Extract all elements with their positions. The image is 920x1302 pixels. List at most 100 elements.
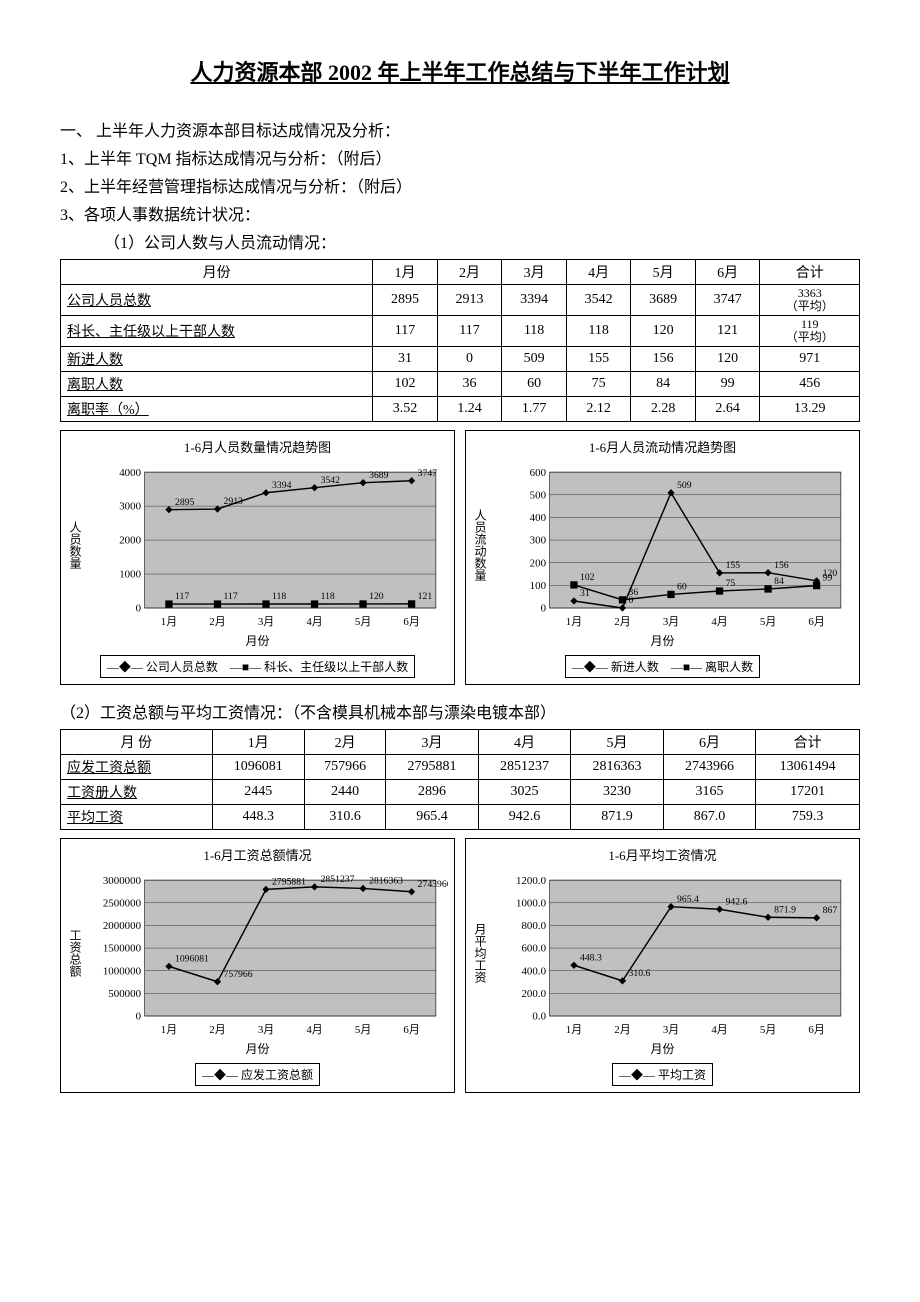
- y-axis-label: 工资总额: [67, 929, 84, 977]
- svg-text:0: 0: [136, 1011, 142, 1023]
- section-1-1: 1、上半年 TQM 指标达成情况与分析：（附后）: [60, 145, 860, 169]
- svg-text:118: 118: [321, 592, 335, 603]
- section-1: 一、 上半年人力资源本部目标达成情况及分析：: [60, 117, 860, 141]
- chart-title: 1-6月平均工资情况: [472, 845, 853, 864]
- svg-text:200.0: 200.0: [521, 988, 546, 1000]
- table-header-cell: 4月: [566, 259, 631, 284]
- svg-text:6月: 6月: [403, 1024, 419, 1036]
- svg-text:118: 118: [272, 592, 286, 603]
- chart-legend: —◆— 新进人数 —■— 离职人数: [565, 655, 760, 678]
- salary-total-chart: 1-6月工资总额情况工资总额05000001000000150000020000…: [60, 838, 455, 1093]
- svg-text:867: 867: [823, 905, 838, 916]
- svg-text:3月: 3月: [258, 616, 274, 628]
- svg-text:100: 100: [530, 580, 547, 592]
- chart-legend: —◆— 平均工资: [612, 1063, 713, 1086]
- svg-text:4月: 4月: [711, 1024, 727, 1036]
- svg-text:3月: 3月: [663, 1024, 679, 1036]
- page-title: 人力资源本部 2002 年上半年工作总结与下半年工作计划: [60, 55, 860, 87]
- svg-text:6月: 6月: [808, 1024, 824, 1036]
- svg-text:75: 75: [726, 579, 736, 590]
- svg-text:3747: 3747: [418, 468, 438, 479]
- svg-text:1000: 1000: [119, 569, 141, 581]
- svg-text:2816363: 2816363: [369, 876, 403, 887]
- svg-text:2895: 2895: [175, 497, 195, 508]
- table-header-cell: 月份: [61, 259, 373, 284]
- svg-text:120: 120: [369, 592, 384, 603]
- y-axis-label: 人员数量: [67, 521, 84, 569]
- headcount-trend-chart: 1-6月人员数量情况趋势图人员数量010002000300040001月2月3月…: [60, 430, 455, 685]
- svg-text:2851237: 2851237: [321, 874, 355, 885]
- svg-text:1500000: 1500000: [103, 943, 142, 955]
- svg-text:800.0: 800.0: [521, 920, 546, 932]
- svg-text:156: 156: [774, 560, 789, 571]
- svg-text:400.0: 400.0: [521, 966, 546, 978]
- chart-svg: 0500000100000015000002000000250000030000…: [84, 868, 448, 1038]
- table-header-cell: 2月: [437, 259, 502, 284]
- svg-text:2月: 2月: [209, 616, 225, 628]
- svg-text:400: 400: [530, 513, 547, 525]
- svg-text:117: 117: [224, 592, 238, 603]
- table-row: 平均工资448.3310.6965.4942.6871.9867.0759.3: [61, 805, 860, 830]
- svg-text:509: 509: [677, 480, 692, 491]
- y-axis-label: 月平均工资: [472, 923, 489, 983]
- svg-text:1000.0: 1000.0: [516, 898, 547, 910]
- headcount-table: 月份1月2月3月4月5月6月合计公司人员总数289529133394354236…: [60, 259, 860, 423]
- svg-text:99: 99: [823, 573, 833, 584]
- x-axis-label: 月份: [67, 1040, 448, 1057]
- table-row: 应发工资总额1096081757966279588128512372816363…: [61, 755, 860, 780]
- svg-text:310.6: 310.6: [629, 968, 651, 979]
- svg-text:36: 36: [629, 587, 639, 598]
- section-1-3-1: （1）公司人数与人员流动情况：: [104, 229, 860, 253]
- svg-text:871.9: 871.9: [774, 905, 796, 916]
- table-header-cell: 5月: [571, 730, 663, 755]
- x-axis-label: 月份: [67, 632, 448, 649]
- table-row: 工资册人数24452440289630253230316517201: [61, 780, 860, 805]
- section-1-3-2: （2）工资总额与平均工资情况：（不含模具机械本部与漂染电镀本部）: [60, 699, 860, 723]
- svg-text:1月: 1月: [566, 616, 582, 628]
- chart-svg: 010002000300040001月2月3月4月5月6月28952913339…: [84, 460, 448, 630]
- svg-text:2月: 2月: [614, 1024, 630, 1036]
- svg-text:942.6: 942.6: [726, 897, 748, 908]
- svg-text:1200.0: 1200.0: [516, 875, 547, 887]
- table-header-cell: 合计: [756, 730, 860, 755]
- svg-text:102: 102: [580, 573, 595, 584]
- svg-text:300: 300: [530, 535, 547, 547]
- svg-text:4月: 4月: [711, 616, 727, 628]
- svg-text:965.4: 965.4: [677, 894, 699, 905]
- svg-text:2月: 2月: [614, 616, 630, 628]
- svg-text:0.0: 0.0: [532, 1011, 546, 1023]
- svg-text:3000: 3000: [119, 501, 141, 513]
- svg-text:3542: 3542: [321, 475, 341, 486]
- chart-title: 1-6月工资总额情况: [67, 845, 448, 864]
- svg-text:2743966: 2743966: [418, 879, 448, 890]
- svg-text:757966: 757966: [224, 969, 253, 980]
- x-axis-label: 月份: [472, 632, 853, 649]
- svg-text:2500000: 2500000: [103, 898, 142, 910]
- svg-text:6月: 6月: [808, 616, 824, 628]
- table-row: 离职率（%）3.521.241.772.122.282.6413.29: [61, 397, 860, 422]
- table-row: 离职人数1023660758499456: [61, 372, 860, 397]
- svg-text:4月: 4月: [306, 616, 322, 628]
- svg-text:3689: 3689: [369, 470, 389, 481]
- turnover-trend-chart: 1-6月人员流动情况趋势图人员流动数量01002003004005006001月…: [465, 430, 860, 685]
- svg-text:500000: 500000: [108, 988, 141, 1000]
- salary-table: 月 份1月2月3月4月5月6月合计应发工资总额10960817579662795…: [60, 729, 860, 830]
- svg-text:117: 117: [175, 592, 189, 603]
- svg-text:2000000: 2000000: [103, 920, 142, 932]
- table-header-cell: 4月: [478, 730, 570, 755]
- chart-svg: 0.0200.0400.0600.0800.01000.01200.01月2月3…: [489, 868, 853, 1038]
- svg-text:121: 121: [418, 592, 433, 603]
- table-header-cell: 1月: [373, 259, 438, 284]
- y-axis-label: 人员流动数量: [472, 509, 489, 581]
- table-header-cell: 5月: [631, 259, 696, 284]
- chart-svg: 01002003004005006001月2月3月4月5月6月310509155…: [489, 460, 853, 630]
- svg-text:200: 200: [530, 558, 547, 570]
- svg-text:600.0: 600.0: [521, 943, 546, 955]
- svg-text:2795881: 2795881: [272, 877, 306, 888]
- svg-text:3394: 3394: [272, 480, 292, 491]
- chart-legend: —◆— 应发工资总额: [195, 1063, 320, 1086]
- svg-text:600: 600: [530, 467, 547, 479]
- svg-text:2913: 2913: [224, 497, 244, 508]
- svg-text:84: 84: [774, 577, 784, 588]
- chart-title: 1-6月人员数量情况趋势图: [67, 437, 448, 456]
